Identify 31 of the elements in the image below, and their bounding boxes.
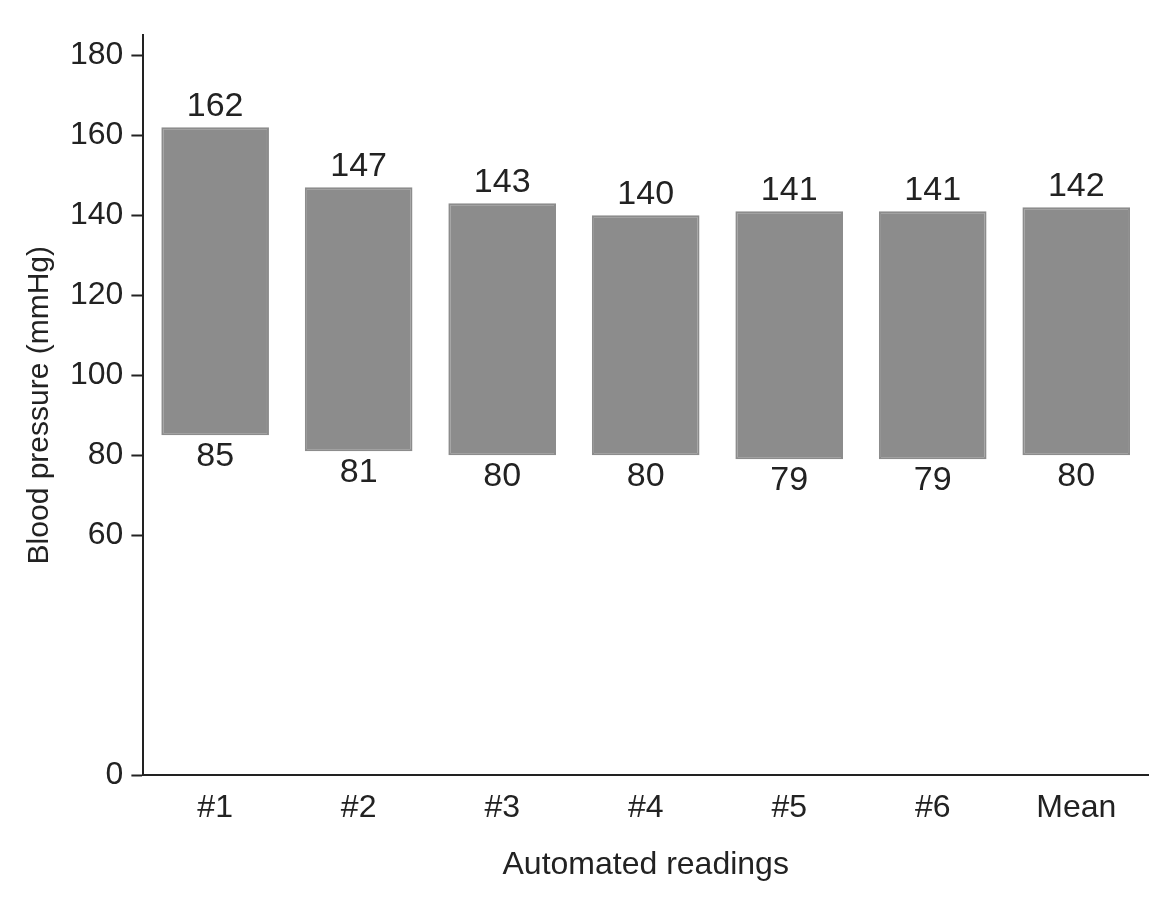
y-tick-label: 60: [87, 515, 124, 552]
annotation: 142: [1047, 164, 1105, 203]
x-tick-label: #1: [197, 788, 233, 825]
x-tick-label: #3: [484, 788, 520, 825]
annotation: 79: [913, 458, 952, 497]
x-tick-label: #2: [340, 788, 377, 825]
annotation: 80: [483, 454, 522, 493]
annotation: 79: [770, 458, 809, 497]
annotation: 81: [339, 450, 378, 489]
y-tick-label: 160: [70, 115, 124, 152]
y-tick-label: 0: [105, 755, 124, 792]
annotation: 143: [473, 160, 531, 199]
annotation: 147: [330, 144, 388, 183]
y-tick-label: 180: [70, 35, 124, 72]
x-tick-label: #6: [914, 788, 951, 825]
y-tick-label: 140: [70, 195, 124, 232]
y-tick-label: 80: [87, 435, 124, 472]
annotation: 80: [1057, 454, 1096, 493]
x-axis-title: Automated readings: [502, 844, 789, 881]
y-tick-label: 100: [70, 355, 124, 392]
annotation: 85: [196, 434, 235, 473]
annotation: 141: [760, 168, 818, 207]
annotation: 162: [186, 84, 244, 123]
x-tick-label: Mean: [1036, 788, 1117, 825]
y-axis-title: Blood pressure (mmHg): [21, 245, 55, 565]
y-tick-label: 120: [70, 275, 124, 312]
annotation: 141: [904, 168, 962, 207]
x-tick-label: #5: [771, 788, 808, 825]
x-tick-label: #4: [627, 788, 664, 825]
annotation: 80: [626, 454, 665, 493]
annotation: 140: [617, 172, 675, 211]
